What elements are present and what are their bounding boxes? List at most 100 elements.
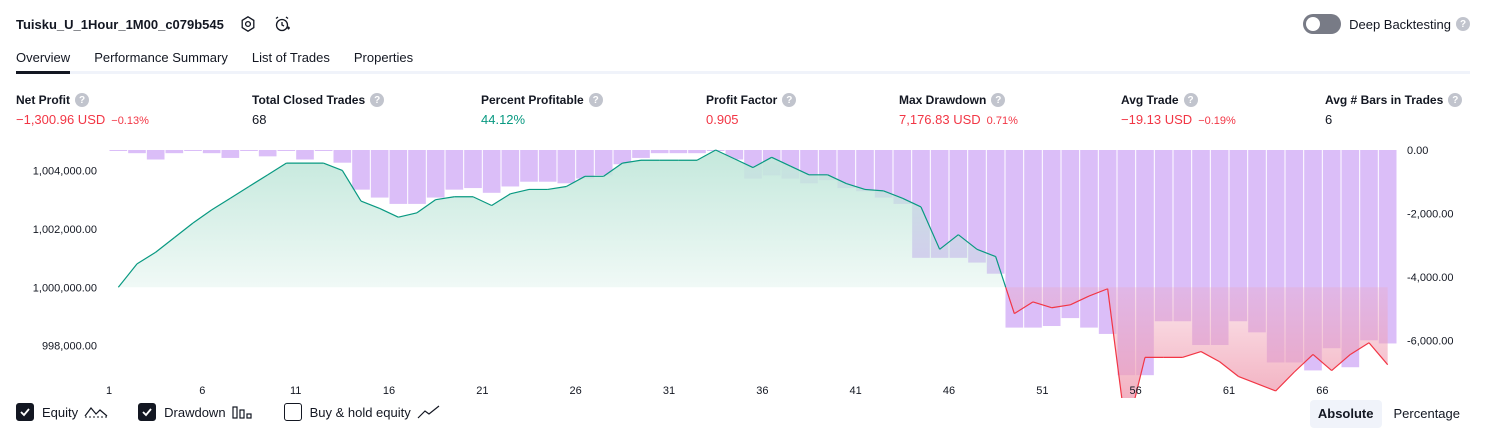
buy-hold-label: Buy & hold equity — [309, 404, 411, 420]
deep-backtesting-toggle[interactable] — [1303, 14, 1342, 34]
x-axis-tick-label: 36 — [756, 385, 768, 397]
help-icon[interactable]: ? — [1448, 93, 1463, 107]
x-axis-tick-label: 26 — [570, 385, 582, 397]
tab-performance-summary[interactable]: Performance Summary — [94, 50, 228, 65]
equity-line-segment — [995, 256, 1007, 288]
drawdown-bar — [613, 150, 632, 165]
equity-line-segment — [1350, 342, 1370, 355]
drawdown-bar — [576, 150, 594, 179]
drawdown-bar — [1173, 150, 1192, 322]
equity-profit-area — [118, 150, 1388, 288]
drawdown-bar — [688, 150, 706, 154]
x-axis-tick-label: 21 — [476, 385, 488, 397]
metric-value: 44.12% — [481, 112, 526, 127]
equity-loss-area — [118, 287, 1388, 398]
equity-line-segment — [1005, 287, 1015, 314]
drawdown-bar — [370, 150, 389, 198]
equity-line-segment — [547, 185, 567, 191]
equity-line-segment — [360, 200, 380, 209]
equity-line-segment — [622, 159, 642, 164]
x-axis-tick-label: 41 — [850, 385, 862, 397]
right-axis-tick-label: -6,000.00 — [1407, 335, 1453, 347]
drawdown-bar — [632, 150, 650, 158]
metric-label: Total Closed Trades — [252, 93, 366, 107]
metric-value: 68 — [252, 112, 267, 127]
equity-line-segment — [192, 209, 213, 224]
equity-line-segment — [1368, 342, 1389, 366]
equity-line-icon — [84, 404, 108, 420]
legend-drawdown[interactable]: Drawdown — [138, 403, 253, 421]
equity-line-segment — [510, 188, 530, 195]
equity-checkbox[interactable] — [16, 403, 34, 421]
metric-profit-factor: Profit Factor? 0.905 — [706, 93, 797, 127]
help-icon[interactable]: ? — [782, 93, 797, 107]
drawdown-bar — [818, 150, 837, 181]
equity-line-segment — [435, 196, 455, 201]
drawdown-checkbox[interactable] — [138, 403, 157, 421]
legend-equity[interactable]: Equity — [16, 403, 108, 421]
drawdown-bar — [389, 150, 408, 204]
drawdown-bar — [949, 150, 968, 258]
drawdown-bar — [837, 150, 856, 189]
help-icon[interactable]: ? — [1456, 17, 1470, 31]
equity-line-segment — [1032, 301, 1052, 309]
equity-line-segment — [472, 196, 492, 207]
tab-overview[interactable]: Overview — [16, 44, 71, 74]
metric-value: 7,176.83 USD — [899, 112, 981, 127]
equity-line-segment — [136, 251, 156, 265]
percentage-button[interactable]: Percentage — [1393, 406, 1461, 421]
drawdown-label: Drawdown — [164, 404, 226, 420]
drawdown-bar — [240, 150, 258, 151]
tab-properties[interactable]: Properties — [353, 50, 414, 65]
equity-line-segment — [491, 193, 511, 207]
legend-buy-hold[interactable]: Buy & hold equity — [283, 403, 441, 421]
drawdown-bar — [146, 150, 165, 160]
drawdown-bar — [557, 150, 576, 184]
left-axis-tick-label: 1,002,000.00 — [33, 224, 97, 236]
drawdown-bar — [445, 150, 464, 190]
tab-list-of-trades[interactable]: List of Trades — [251, 50, 330, 65]
help-icon[interactable]: ? — [588, 93, 603, 107]
metric-percent: −0.13% — [111, 115, 149, 127]
x-axis-tick-label: 66 — [1316, 385, 1328, 397]
x-axis-tick-label: 51 — [1036, 385, 1048, 397]
absolute-button[interactable]: Absolute — [1309, 400, 1382, 428]
add-alert-icon[interactable] — [272, 14, 292, 34]
metric-total-closed-trades: Total Closed Trades? 68 — [252, 93, 385, 127]
metric-label: Avg # Bars in Trades — [1325, 93, 1444, 107]
drawdown-bar — [1061, 150, 1080, 319]
right-axis-tick-label: -2,000.00 — [1407, 208, 1453, 220]
x-axis-tick-label: 11 — [290, 385, 301, 397]
right-axis-tick-label: 0.00 — [1407, 145, 1428, 157]
equity-line-segment — [957, 234, 978, 250]
help-icon[interactable]: ? — [1183, 93, 1198, 107]
settings-icon[interactable] — [238, 14, 258, 34]
drawdown-bar — [333, 150, 352, 163]
equity-line-segment — [1275, 371, 1295, 392]
drawdown-bar — [482, 150, 501, 193]
help-icon[interactable]: ? — [991, 93, 1006, 107]
equity-line-segment — [920, 206, 941, 250]
drawdown-bar — [277, 150, 296, 151]
drawdown-bar — [725, 150, 744, 160]
equity-line-segment — [1134, 357, 1146, 398]
left-axis-tick-label: 1,000,000.00 — [33, 282, 97, 294]
equity-line-segment — [248, 174, 268, 188]
x-axis-tick-label: 31 — [663, 385, 675, 397]
metric-percent: −0.19% — [1198, 115, 1236, 127]
drawdown-bar — [893, 150, 912, 204]
metrics-row: Net Profit? −1,300.96 USD −0.13% Total Cl… — [16, 93, 1470, 133]
buy-hold-checkbox[interactable] — [283, 403, 302, 421]
metric-avg-bars: Avg # Bars in Trades? 6 — [1325, 93, 1463, 127]
drawdown-bar — [968, 150, 986, 263]
metric-percent: 0.71% — [986, 115, 1018, 127]
equity-line-segment — [902, 197, 922, 208]
help-icon[interactable]: ? — [75, 93, 89, 107]
drawdown-bar — [221, 150, 240, 158]
x-axis-tick-label: 16 — [383, 385, 395, 397]
deep-backtesting-label: Deep Backtesting — [1349, 16, 1451, 32]
equity-line-segment — [1256, 383, 1276, 392]
help-icon[interactable]: ? — [370, 93, 385, 107]
equity-line-segment — [173, 222, 194, 239]
metric-percent-profitable: Percent Profitable? 44.12% — [481, 93, 603, 127]
